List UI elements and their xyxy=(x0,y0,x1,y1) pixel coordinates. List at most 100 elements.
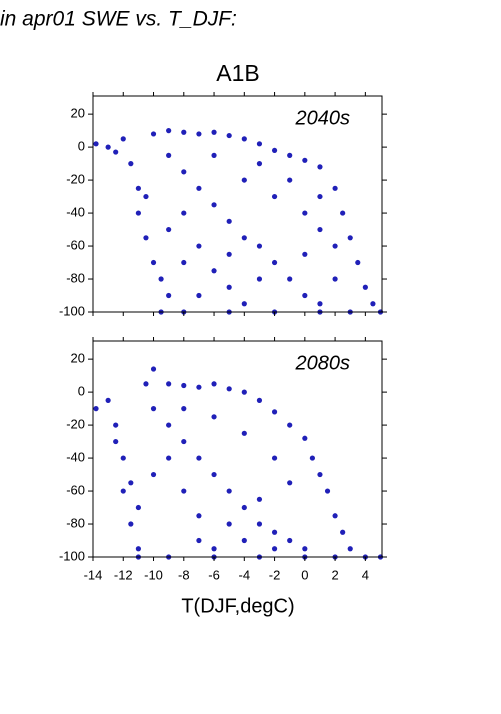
point xyxy=(113,438,119,445)
point xyxy=(241,136,247,142)
point xyxy=(347,546,353,552)
x-tick-label: -2 xyxy=(269,567,281,582)
y-tick-label: 20 xyxy=(71,351,85,366)
point xyxy=(105,144,111,150)
y-tick-label: 20 xyxy=(71,106,85,121)
x-tick-label: -14 xyxy=(84,567,103,582)
point xyxy=(241,235,247,241)
plot-frame xyxy=(92,340,383,558)
point xyxy=(241,537,247,544)
point xyxy=(181,488,187,494)
point xyxy=(302,292,308,299)
x-tick-label: 0 xyxy=(301,567,308,582)
y-tick-label: -60 xyxy=(66,482,85,497)
point xyxy=(128,521,134,527)
point xyxy=(241,389,247,395)
point xyxy=(370,301,376,307)
point xyxy=(196,131,202,137)
point xyxy=(317,226,323,233)
point xyxy=(150,366,157,372)
point xyxy=(158,276,164,282)
point xyxy=(93,141,99,147)
point xyxy=(211,268,217,274)
y-tick-label: -20 xyxy=(66,417,85,432)
point xyxy=(166,422,172,428)
point xyxy=(143,235,149,241)
point xyxy=(181,210,187,216)
point xyxy=(181,406,187,412)
point xyxy=(302,546,308,552)
y-tick-label: -60 xyxy=(66,237,85,252)
point xyxy=(241,504,247,511)
panel-label: 2080s xyxy=(295,352,351,374)
point xyxy=(317,471,323,478)
point xyxy=(302,435,308,441)
chart-subtitle: A1B xyxy=(216,60,259,86)
point xyxy=(256,496,263,502)
point xyxy=(226,132,232,139)
point xyxy=(287,480,293,486)
point xyxy=(241,177,247,183)
point xyxy=(256,397,263,403)
point xyxy=(113,422,119,428)
x-tick-label: -8 xyxy=(178,567,190,582)
point xyxy=(135,546,141,552)
point xyxy=(287,177,293,183)
point xyxy=(128,480,134,486)
point xyxy=(181,259,187,266)
point xyxy=(271,259,278,266)
point xyxy=(211,414,217,420)
point xyxy=(302,210,308,216)
point xyxy=(317,193,323,200)
point xyxy=(181,438,187,445)
point xyxy=(226,386,232,392)
point xyxy=(241,301,247,307)
point xyxy=(181,169,187,175)
point xyxy=(113,149,119,155)
point xyxy=(120,136,126,142)
y-tick-label: -80 xyxy=(66,515,85,530)
point xyxy=(211,129,217,135)
point xyxy=(135,504,141,511)
point xyxy=(196,513,202,519)
plot-frame xyxy=(92,95,383,313)
point xyxy=(317,301,323,307)
x-tick-label: -10 xyxy=(144,567,163,582)
point xyxy=(166,381,172,387)
point xyxy=(256,276,263,282)
point xyxy=(287,276,293,282)
y-tick-label: -80 xyxy=(66,270,85,285)
point xyxy=(309,455,315,461)
point xyxy=(226,521,232,527)
point xyxy=(256,243,263,249)
point xyxy=(287,152,293,158)
point xyxy=(166,292,172,299)
point xyxy=(340,210,346,216)
point xyxy=(143,381,149,387)
point xyxy=(211,546,217,552)
y-tick-label: -40 xyxy=(66,205,85,220)
y-tick-label: 0 xyxy=(78,139,85,154)
y-tick-label: -100 xyxy=(59,303,85,318)
point xyxy=(211,471,217,478)
point xyxy=(196,384,202,390)
point xyxy=(166,226,172,233)
point xyxy=(324,488,331,494)
x-tick-label: 2 xyxy=(331,567,338,582)
point xyxy=(302,251,308,257)
point xyxy=(287,537,293,544)
point xyxy=(181,129,187,135)
point xyxy=(226,488,232,494)
point xyxy=(135,210,141,216)
point xyxy=(166,152,172,158)
y-tick-label: -100 xyxy=(59,548,85,563)
point xyxy=(256,161,263,167)
x-tick-label: 4 xyxy=(362,567,369,582)
point xyxy=(287,422,293,428)
point xyxy=(226,218,232,224)
point xyxy=(226,284,232,290)
point xyxy=(211,152,217,158)
point xyxy=(150,131,157,137)
point xyxy=(332,276,338,282)
